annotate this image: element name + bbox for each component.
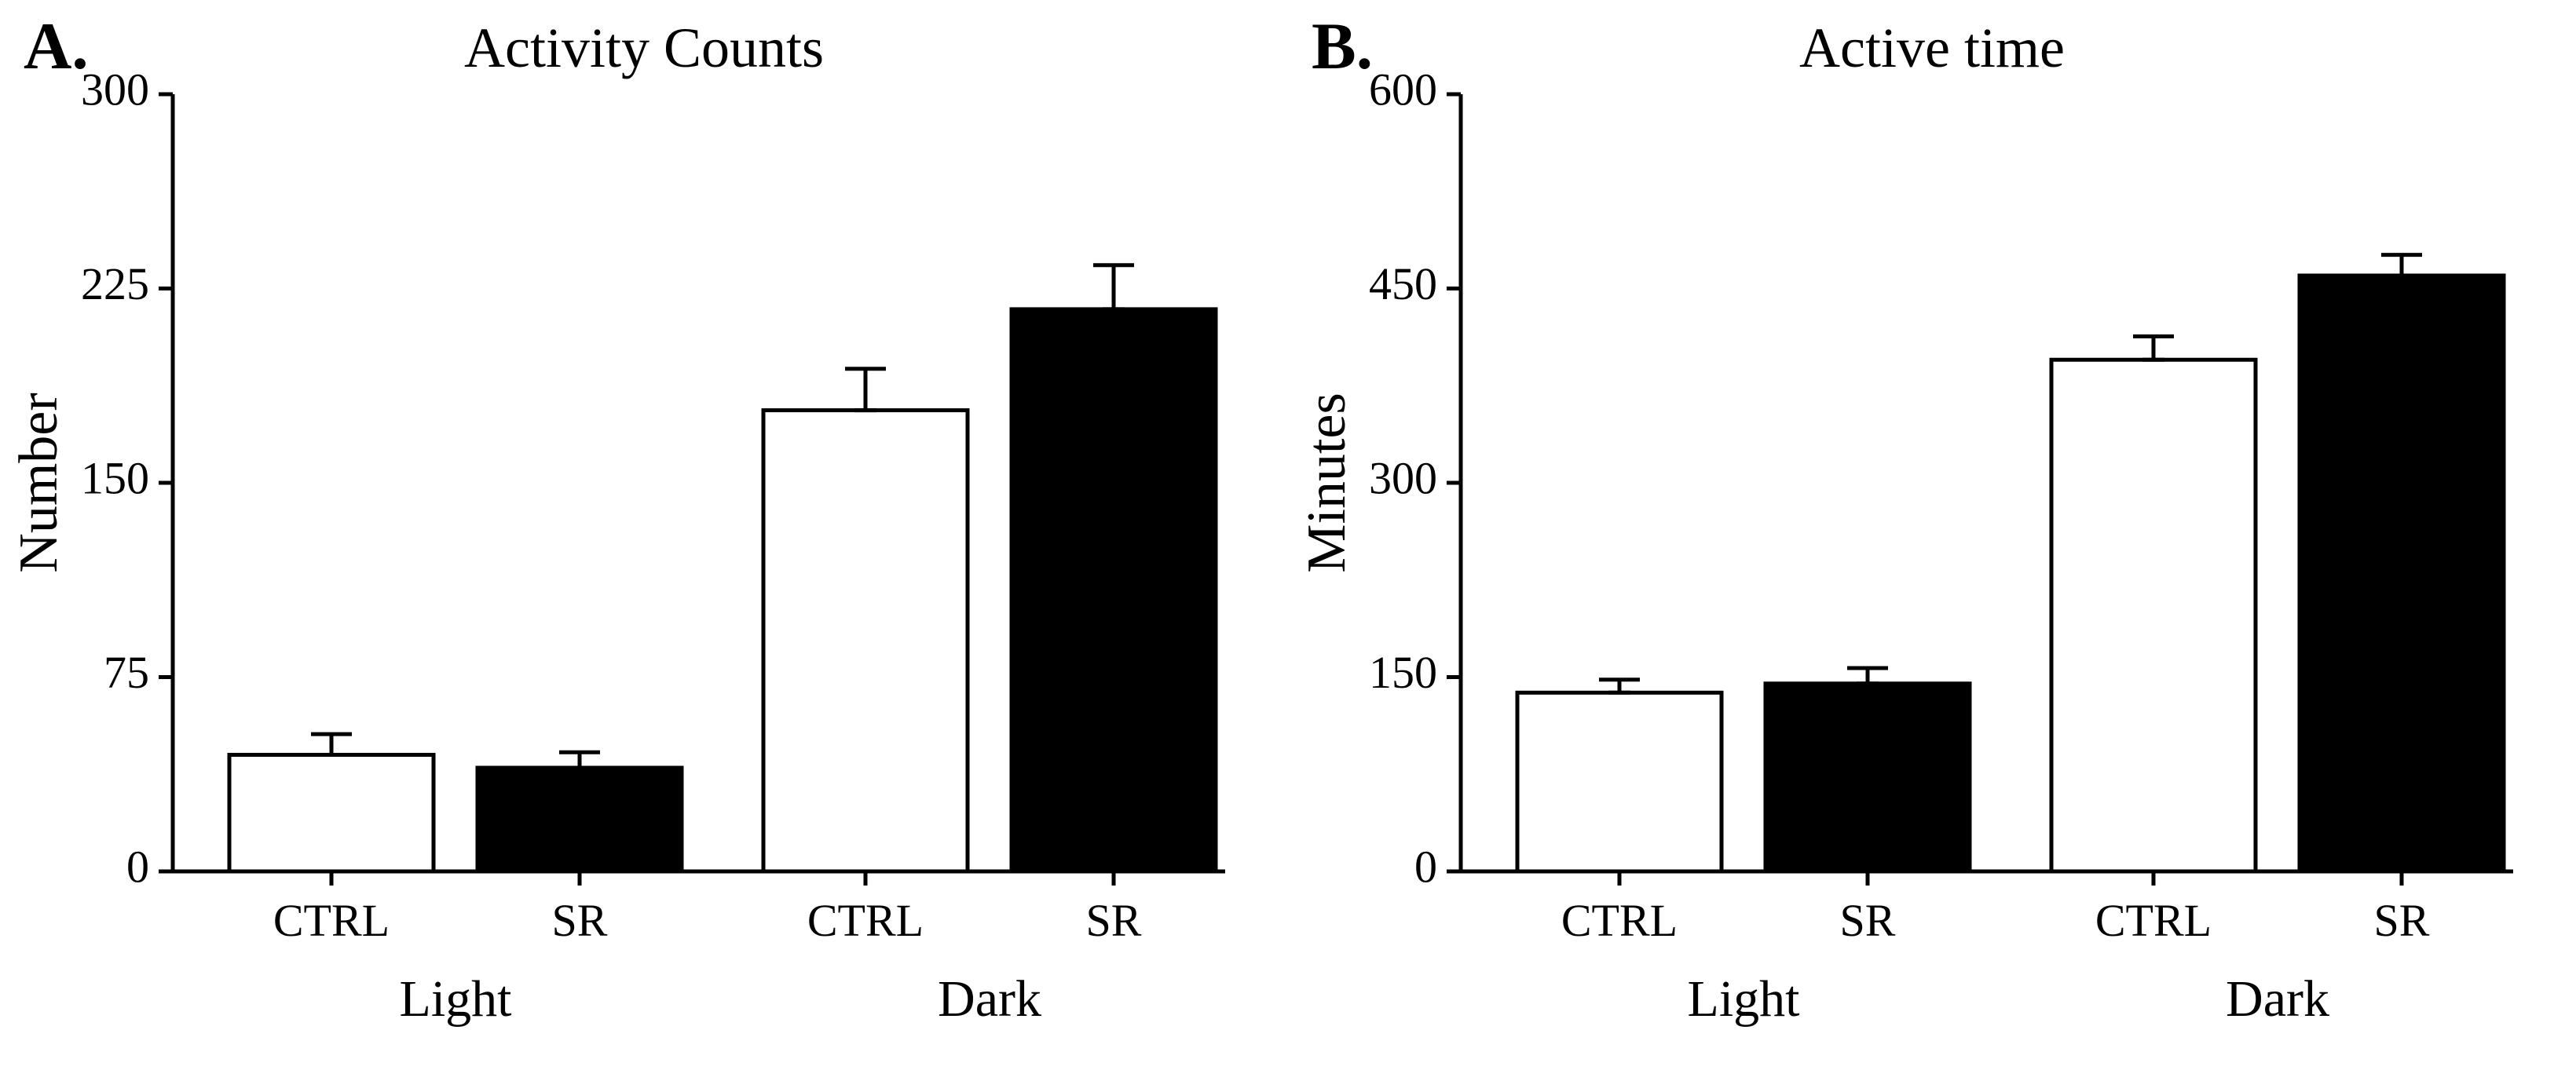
svg-text:SR: SR [1840, 895, 1896, 946]
figure: A. Activity Counts Number 075150225300CT… [0, 0, 2576, 1092]
svg-text:CTRL: CTRL [273, 895, 390, 946]
panel-B-ylabel: Minutes [1296, 393, 1359, 572]
panel-A-ylabel: Number [8, 393, 71, 572]
svg-text:225: 225 [81, 258, 149, 309]
svg-text:SR: SR [1086, 895, 1142, 946]
svg-text:75: 75 [104, 647, 149, 698]
svg-text:Light: Light [1688, 970, 1800, 1028]
svg-text:CTRL: CTRL [2095, 895, 2212, 946]
panel-B: B. Active time Minutes 0150300450600CTRL… [1288, 0, 2576, 1092]
svg-text:Dark: Dark [2226, 970, 2329, 1028]
svg-text:SR: SR [552, 895, 608, 946]
svg-text:Light: Light [400, 970, 512, 1028]
svg-text:CTRL: CTRL [807, 895, 924, 946]
svg-text:150: 150 [81, 452, 149, 503]
panel-B-title: Active time [1288, 16, 2576, 81]
svg-text:450: 450 [1369, 258, 1437, 309]
svg-text:CTRL: CTRL [1561, 895, 1678, 946]
svg-text:150: 150 [1369, 647, 1437, 698]
svg-text:SR: SR [2374, 895, 2430, 946]
panel-A: A. Activity Counts Number 075150225300CT… [0, 0, 1288, 1092]
svg-text:300: 300 [1369, 452, 1437, 503]
panel-A-chart: 075150225300CTRLSRLightCTRLSRDark [0, 0, 1288, 1092]
svg-text:0: 0 [1414, 841, 1437, 892]
panel-B-chart: 0150300450600CTRLSRLightCTRLSRDark [1288, 0, 2576, 1092]
panel-A-title: Activity Counts [0, 16, 1288, 81]
svg-text:0: 0 [126, 841, 149, 892]
svg-text:Dark: Dark [938, 970, 1041, 1028]
